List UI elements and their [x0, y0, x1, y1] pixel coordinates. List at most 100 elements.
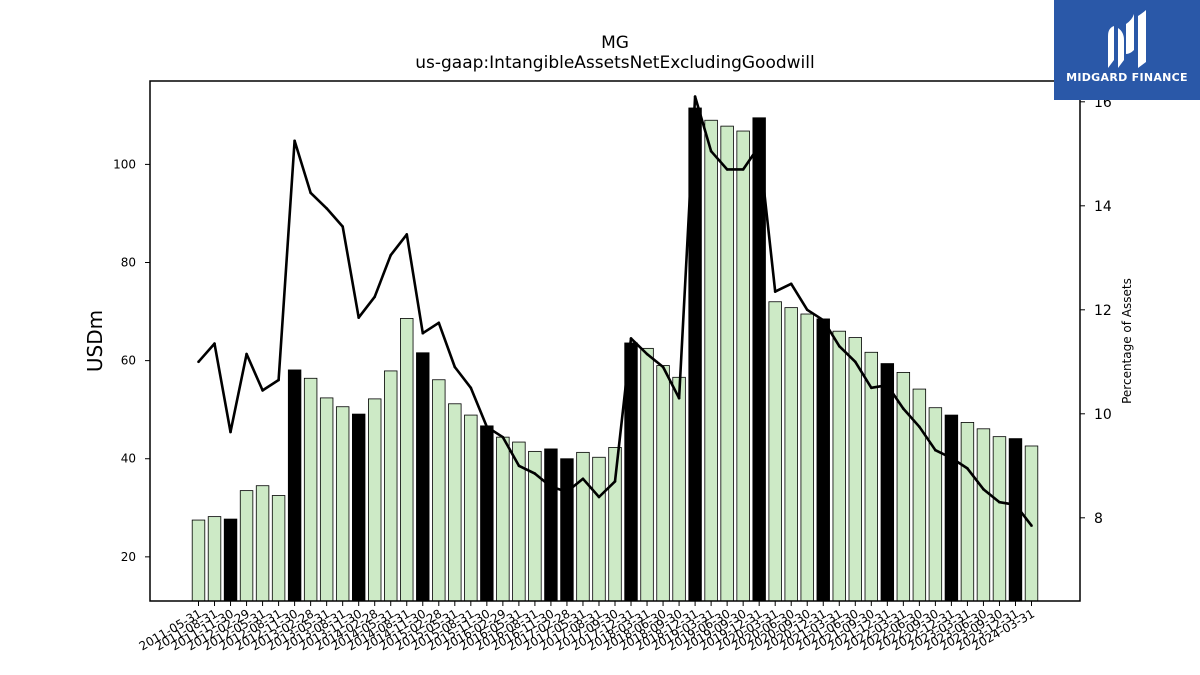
midgard-logo-icon — [1108, 10, 1146, 68]
bar-2013-02-28 — [303, 377, 318, 602]
bar-2020-03-31 — [768, 301, 782, 602]
bar-2021-03-31 — [832, 330, 846, 602]
line-point-2021-09-30 — [870, 386, 873, 390]
line-point-2015-11-30 — [485, 425, 489, 429]
line-point-2016-05-31 — [517, 464, 521, 468]
x-axis: 2011-05-312011-08-312011-11-302012-02-29… — [137, 601, 1037, 653]
line-point-2016-02-29 — [501, 435, 505, 439]
line-point-2019-06-30 — [725, 168, 729, 171]
line-point-2016-08-31 — [533, 472, 537, 475]
bar-2013-08-31 — [335, 406, 350, 602]
bar-2020-12-31 — [816, 318, 830, 602]
bar-2015-08-31 — [464, 414, 478, 602]
line-point-2021-06-30 — [853, 360, 857, 364]
bar-2012-05-31 — [255, 485, 270, 602]
bar-2019-03-31 — [704, 119, 718, 602]
bar-2023-09-30 — [992, 436, 1007, 602]
line-point-2013-05-31 — [325, 207, 328, 210]
line-point-2017-09-30 — [613, 480, 617, 483]
bar-2020-09-30 — [800, 313, 814, 602]
bar-2022-09-30 — [928, 407, 943, 602]
y2-tick-label: 12 — [1094, 303, 1112, 319]
line-point-2015-05-31 — [453, 365, 457, 369]
bar-2021-12-31 — [880, 363, 895, 602]
bar-2014-05-31 — [384, 370, 398, 602]
line-point-2024-03-31 — [1030, 524, 1033, 527]
bar-2016-11-30 — [544, 448, 558, 602]
bar-2020-06-30 — [784, 307, 798, 602]
bar-2011-05-31 — [191, 519, 206, 602]
line-point-2014-02-28 — [373, 295, 377, 299]
line-point-2014-11-30 — [421, 331, 425, 335]
line-group — [197, 95, 1033, 527]
line-point-2012-05-31 — [261, 389, 264, 392]
bar-2011-11-30 — [223, 518, 238, 602]
bar-2013-11-30 — [351, 413, 366, 602]
bar-2018-06-30 — [656, 365, 670, 602]
line-point-2018-12-31 — [693, 95, 697, 98]
bar-2021-06-30 — [848, 337, 862, 602]
bar-2015-11-30 — [480, 425, 494, 602]
y-tick-label: 100 — [113, 157, 136, 171]
line-point-2022-09-30 — [934, 448, 937, 452]
line-point-2011-11-30 — [229, 430, 232, 434]
bar-2018-09-30 — [672, 376, 686, 602]
bar-2017-05-31 — [576, 451, 590, 602]
line-point-2015-02-28 — [437, 321, 441, 325]
line-point-2023-12-31 — [1014, 503, 1017, 507]
line-point-2016-11-30 — [549, 485, 553, 488]
bar-2015-02-28 — [432, 379, 446, 602]
bar-2023-06-30 — [976, 428, 991, 602]
bar-2015-05-31 — [448, 403, 462, 602]
bar-2021-09-30 — [864, 351, 879, 602]
y2-tick-label: 14 — [1094, 199, 1112, 215]
line-point-2020-12-31 — [821, 318, 825, 322]
y2-axis-label: Percentage of Assets — [1120, 278, 1134, 404]
line-point-2023-09-30 — [998, 500, 1001, 504]
bar-2023-03-31 — [960, 422, 975, 602]
chart-title: MG — [601, 33, 629, 53]
line-point-2019-12-31 — [757, 144, 761, 148]
logo-text: MIDGARD FINANCE — [1066, 71, 1188, 84]
y-tick-label: 80 — [121, 256, 136, 270]
line-point-2020-06-30 — [789, 282, 793, 286]
line-point-2013-08-31 — [341, 225, 344, 228]
bar-2019-06-30 — [720, 125, 734, 602]
line-point-2012-11-30 — [293, 139, 296, 143]
bar-2011-08-31 — [207, 516, 222, 602]
y2-tick-label: 10 — [1094, 407, 1112, 423]
bar-2022-12-31 — [944, 414, 959, 602]
bar-2019-09-30 — [736, 130, 750, 602]
line-point-2022-03-31 — [902, 407, 905, 410]
line-point-2012-08-31 — [277, 378, 280, 382]
line-point-2013-02-28 — [309, 191, 312, 195]
bar-2014-08-31 — [400, 318, 414, 602]
y-tick-label: 60 — [121, 354, 136, 368]
line-point-2011-08-31 — [213, 342, 216, 345]
bar-2023-12-31 — [1008, 438, 1023, 602]
chart-subtitle: us-gaap:IntangibleAssetsNetExcludingGood… — [415, 53, 814, 73]
line-point-2022-06-30 — [918, 425, 921, 429]
line-point-2023-03-31 — [966, 467, 969, 470]
line-point-2023-06-30 — [982, 487, 985, 491]
bar-2014-02-28 — [368, 398, 382, 602]
line-point-2017-12-31 — [629, 337, 633, 340]
line-point-2011-05-31 — [197, 360, 200, 364]
line-point-2017-02-28 — [565, 490, 569, 494]
line-point-2019-03-31 — [709, 149, 713, 153]
bar-2014-11-30 — [416, 352, 430, 602]
bar-2012-08-31 — [271, 495, 286, 602]
bar-2012-02-29 — [239, 490, 254, 602]
line-point-2015-08-31 — [469, 386, 473, 390]
y-tick-label: 20 — [121, 550, 136, 564]
line-point-2022-12-31 — [950, 456, 953, 460]
bar-2017-08-31 — [592, 456, 606, 602]
bar-2012-11-30 — [287, 369, 302, 602]
bar-2017-02-28 — [560, 458, 574, 602]
y-tick-label: 40 — [121, 452, 136, 466]
bar-2016-02-29 — [496, 436, 510, 602]
midgard-finance-logo: MIDGARD FINANCE — [1054, 0, 1200, 100]
line-point-2018-06-30 — [661, 365, 665, 369]
